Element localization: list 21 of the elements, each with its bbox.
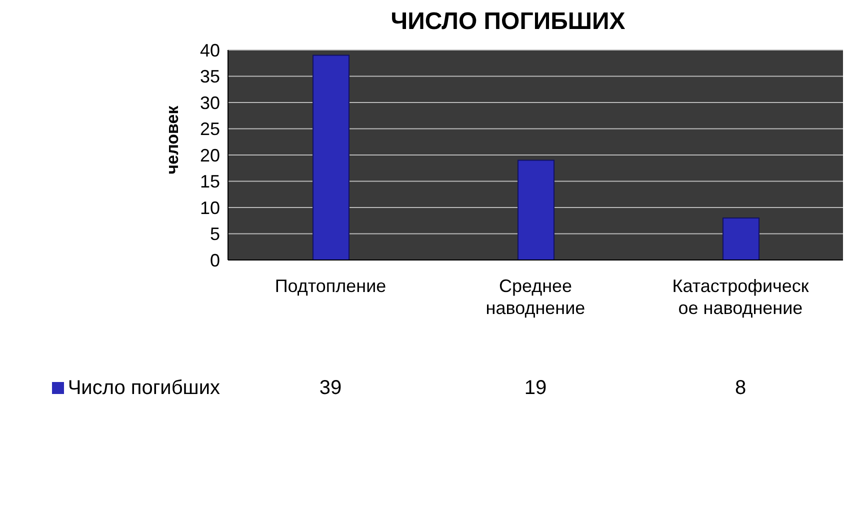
- y-tick-label: 0: [210, 250, 220, 270]
- y-tick-label: 35: [200, 66, 220, 87]
- y-tick-label: 10: [200, 198, 220, 218]
- data-label: 8: [734, 376, 748, 400]
- y-tick-label: 25: [200, 119, 220, 140]
- bar: [312, 54, 350, 260]
- bar: [518, 160, 554, 260]
- x-tick-label: Среднее наводнение: [486, 276, 586, 318]
- legend-label: Число погибших: [68, 376, 220, 400]
- bar: [722, 218, 760, 260]
- x-tick-label: Катастрофическое наводнение: [672, 276, 809, 318]
- y-tick-label: 40: [200, 40, 220, 60]
- y-axis-title: человек: [163, 106, 183, 174]
- x-tick-label: Подтопление: [274, 276, 386, 296]
- y-tick-label: 5: [210, 224, 220, 244]
- data-label: 39: [318, 376, 343, 400]
- y-tick-label: 15: [200, 172, 220, 192]
- y-tick-label: 20: [200, 145, 220, 166]
- y-tick-label: 30: [200, 92, 220, 113]
- chart-title: ЧИСЛО ПОГИБШИХ: [390, 8, 626, 37]
- data-label: 19: [523, 376, 548, 400]
